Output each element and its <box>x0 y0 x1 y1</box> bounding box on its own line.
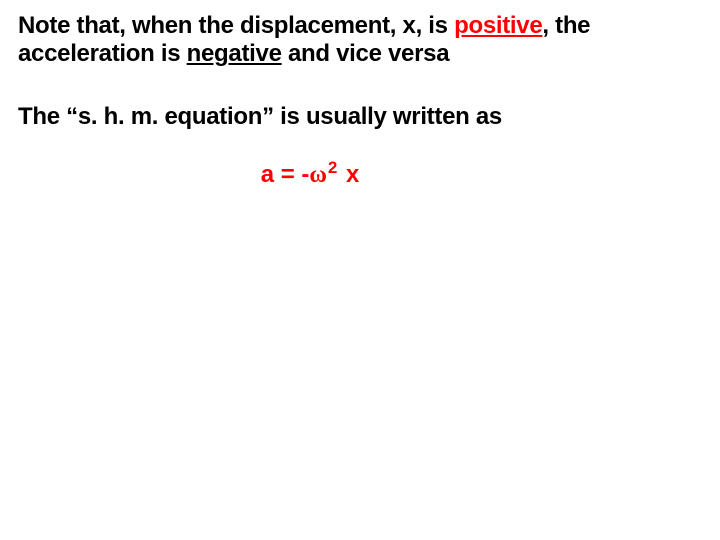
slide-content: Note that, when the displacement, x, is … <box>0 0 720 540</box>
eq-rhs: x <box>339 161 359 188</box>
p1-negative: negative <box>187 40 282 67</box>
eq-omega: ω <box>309 162 327 188</box>
equation-body: a = -ω2 x <box>261 161 360 188</box>
eq-superscript: 2 <box>328 158 337 177</box>
p1-positive: positive <box>454 12 542 39</box>
paragraph-2: The “s. h. m. equation” is usually writt… <box>18 103 702 131</box>
p1-text-1: Note that, when the displacement, x, is <box>18 12 454 39</box>
eq-lhs: a = - <box>261 161 310 188</box>
equation: a = -ω2 x <box>18 161 702 189</box>
p1-text-3: and vice versa <box>282 40 450 67</box>
paragraph-1: Note that, when the displacement, x, is … <box>18 12 702 69</box>
